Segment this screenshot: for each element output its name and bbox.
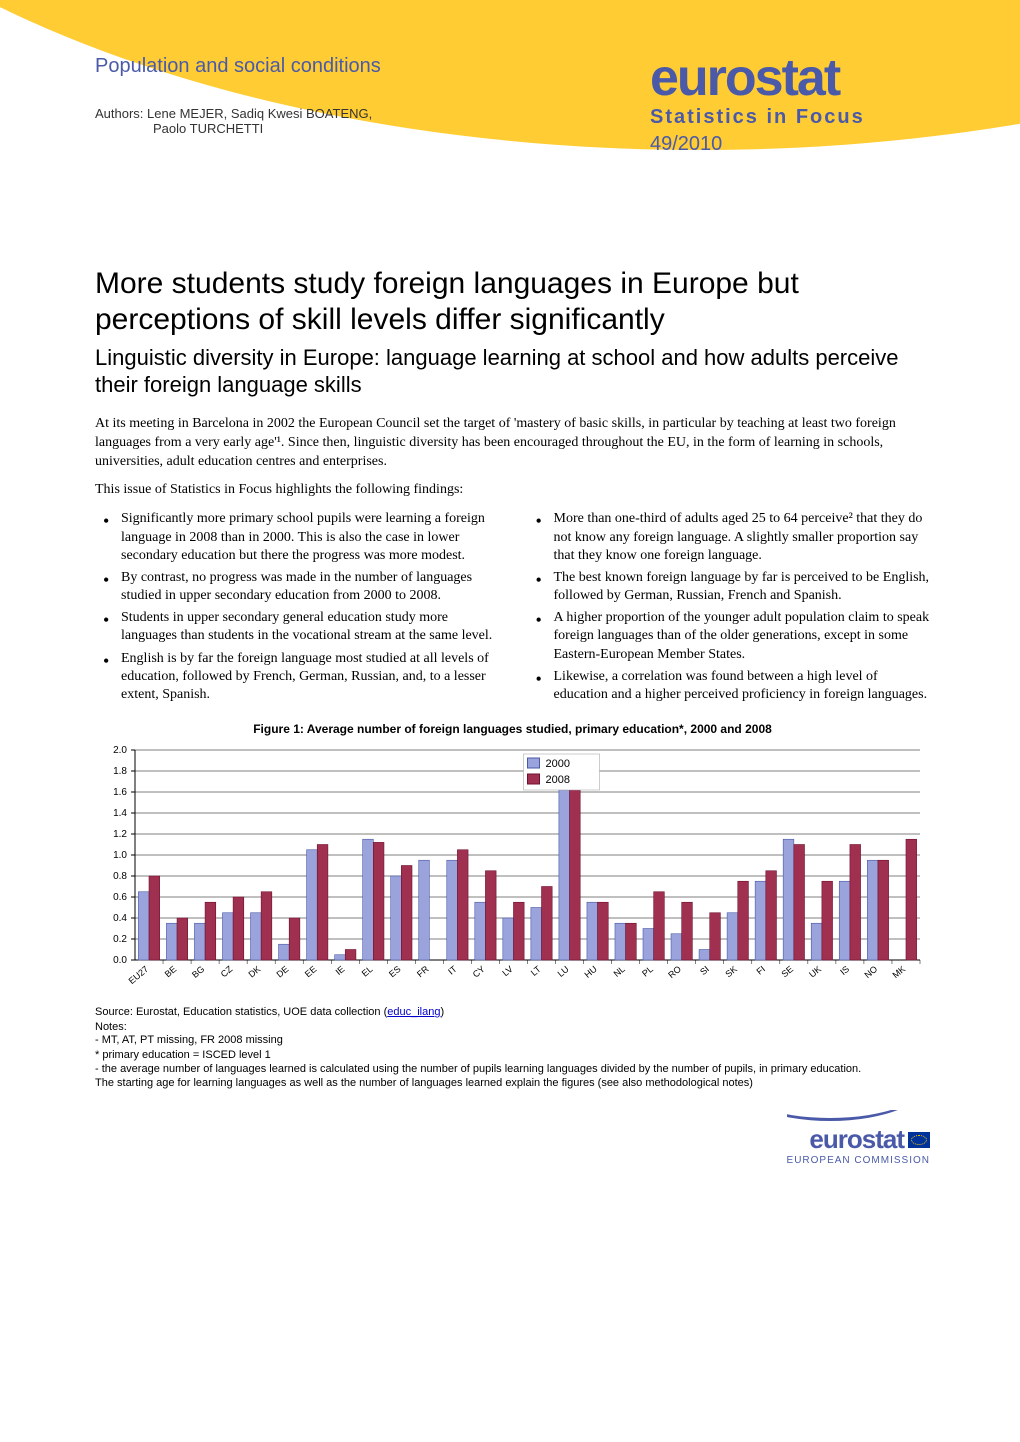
footer-arc-icon: [787, 1110, 930, 1124]
note-0: - MT, AT, PT missing, FR 2008 missing: [95, 1033, 930, 1047]
bullet-left-3: English is by far the foreign language m…: [121, 650, 498, 705]
authors-line: Authors: Lene MEJER, Sadiq Kwesi BOATENG…: [95, 106, 630, 121]
svg-text:FR: FR: [415, 964, 431, 980]
svg-text:BE: BE: [163, 964, 179, 979]
main-title: More students study foreign languages in…: [95, 266, 930, 338]
svg-text:NO: NO: [862, 964, 879, 980]
svg-text:LV: LV: [500, 964, 514, 978]
svg-text:1.8: 1.8: [113, 766, 127, 777]
chart-title: Figure 1: Average number of foreign lang…: [95, 722, 930, 736]
svg-text:CY: CY: [471, 964, 487, 980]
note-2: - the average number of languages learne…: [95, 1062, 930, 1076]
chart-section: Figure 1: Average number of foreign lang…: [95, 722, 930, 1090]
subtitle: Linguistic diversity in Europe: language…: [95, 344, 930, 399]
chart-container: 0.0 0.2 0.4 0.6 0.8 1.0 1.2 1.4 1.6 1.8 2.0 EU27 BE B…: [95, 740, 930, 1000]
authors-names-1: Lene MEJER, Sadiq Kwesi BOATENG,: [147, 106, 372, 121]
svg-text:EE: EE: [303, 964, 319, 979]
svg-text:2008: 2008: [546, 774, 570, 786]
note-1: * primary education = ISCED level 1: [95, 1048, 930, 1062]
svg-text:RO: RO: [666, 964, 683, 980]
svg-text:IT: IT: [446, 964, 459, 977]
svg-text:BG: BG: [190, 964, 206, 980]
svg-text:1.2: 1.2: [113, 829, 127, 840]
bullet-right-0: More than one-third of adults aged 25 to…: [554, 510, 931, 565]
intro-paragraph-2: This issue of Statistics in Focus highli…: [95, 481, 930, 500]
svg-text:LU: LU: [556, 964, 571, 979]
chart-source: Source: Eurostat, Education statistics, …: [95, 1006, 930, 1018]
svg-text:0.0: 0.0: [113, 955, 127, 966]
svg-text:EL: EL: [360, 964, 375, 979]
svg-text:0.2: 0.2: [113, 934, 127, 945]
svg-text:2000: 2000: [546, 758, 570, 770]
svg-text:IE: IE: [334, 964, 347, 977]
svg-text:ES: ES: [387, 964, 403, 979]
svg-text:PL: PL: [640, 964, 655, 979]
svg-text:MK: MK: [890, 964, 907, 980]
svg-text:LT: LT: [529, 964, 543, 978]
series-title: Statistics in Focus: [650, 106, 930, 129]
svg-text:SI: SI: [698, 964, 711, 977]
eu-flag-icon: [908, 1132, 930, 1148]
footer-logo: eurostat EUROPEAN COMMISSION: [95, 1110, 930, 1168]
bullets-left: Significantly more primary school pupils…: [95, 510, 498, 708]
category-title: Population and social conditions: [95, 55, 630, 78]
svg-text:0.8: 0.8: [113, 871, 127, 882]
source-suffix: ): [440, 1006, 444, 1018]
svg-text:NL: NL: [612, 964, 627, 979]
bullet-left-0: Significantly more primary school pupils…: [121, 510, 498, 565]
bullet-left-2: Students in upper secondary general educ…: [121, 609, 498, 645]
notes-label: Notes:: [95, 1021, 930, 1033]
bullet-right-2: A higher proportion of the younger adult…: [554, 609, 931, 664]
svg-text:HU: HU: [582, 964, 598, 980]
svg-text:SK: SK: [723, 964, 739, 979]
issue-number: 49/2010: [650, 133, 930, 156]
footer-org: EUROPEAN COMMISSION: [787, 1155, 930, 1166]
page-content: Population and social conditions Authors…: [0, 0, 1020, 1198]
source-prefix: Source: Eurostat, Education statistics, …: [95, 1006, 387, 1018]
authors-names-2: Paolo TURCHETTI: [95, 121, 630, 136]
bar-chart: 0.0 0.2 0.4 0.6 0.8 1.0 1.2 1.4 1.6 1.8 2.0 EU27 BE B…: [95, 740, 930, 1000]
svg-text:EU27: EU27: [127, 964, 151, 986]
svg-text:IS: IS: [838, 964, 851, 977]
svg-text:DK: DK: [246, 964, 262, 980]
svg-text:DE: DE: [274, 964, 290, 980]
footer-brand: eurostat: [809, 1124, 904, 1154]
notes-list: - MT, AT, PT missing, FR 2008 missing* p…: [95, 1033, 930, 1090]
svg-text:SE: SE: [779, 964, 795, 979]
svg-text:1.0: 1.0: [113, 850, 127, 861]
intro-paragraph-1: At its meeting in Barcelona in 2002 the …: [95, 415, 930, 472]
svg-text:CZ: CZ: [219, 964, 235, 980]
bullets-right: More than one-third of adults aged 25 to…: [528, 510, 931, 708]
header-left: Population and social conditions Authors…: [95, 55, 630, 136]
bullets-columns: Significantly more primary school pupils…: [95, 510, 930, 708]
svg-text:UK: UK: [807, 964, 823, 980]
eurostat-logo: eurostat: [650, 55, 930, 102]
source-link[interactable]: educ_ilang: [387, 1006, 440, 1018]
svg-text:2.0: 2.0: [113, 745, 127, 756]
svg-text:1.6: 1.6: [113, 787, 127, 798]
header-right: eurostat Statistics in Focus 49/2010: [630, 55, 930, 156]
bullet-right-3: Likewise, a correlation was found betwee…: [554, 668, 931, 704]
authors-label: Authors:: [95, 106, 143, 121]
bullet-right-1: The best known foreign language by far i…: [554, 569, 931, 605]
note-3: The starting age for learning languages …: [95, 1076, 930, 1090]
svg-text:1.4: 1.4: [113, 808, 127, 819]
svg-text:0.4: 0.4: [113, 913, 127, 924]
header-row: Population and social conditions Authors…: [95, 55, 930, 156]
bullet-left-1: By contrast, no progress was made in the…: [121, 569, 498, 605]
svg-text:FI: FI: [755, 964, 768, 977]
svg-text:0.6: 0.6: [113, 892, 127, 903]
